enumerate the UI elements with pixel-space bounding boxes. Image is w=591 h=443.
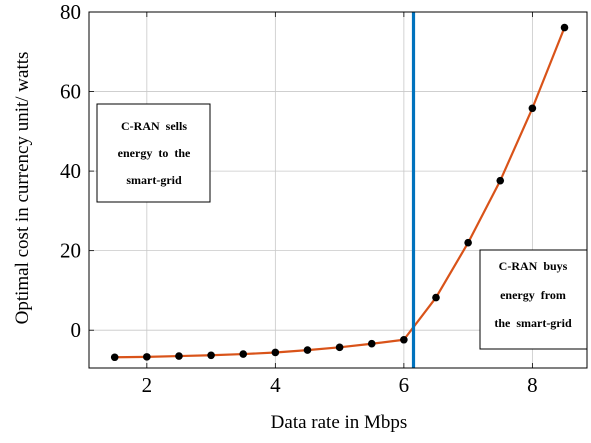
y-tick-label: 80 <box>60 0 81 24</box>
y-tick-label: 0 <box>71 318 82 342</box>
sell-note-line: C-RAN sells <box>121 119 187 133</box>
data-point <box>271 348 280 357</box>
y-axis-label: Optimal cost in currency unit/ watts <box>12 52 33 325</box>
y-tick-label: 40 <box>60 159 81 183</box>
x-tick-label: 8 <box>527 373 538 397</box>
y-tick-label: 20 <box>60 239 81 263</box>
data-point <box>400 335 408 344</box>
x-tick-label: 2 <box>142 373 153 397</box>
buy-note-line: the smart-grid <box>494 316 572 330</box>
sell-note-box <box>96 103 211 203</box>
data-point <box>175 352 183 360</box>
annotations: C-RAN sells energy to the smart-grid C-RAN … <box>96 103 588 350</box>
sell-note-line: smart-grid <box>126 173 182 187</box>
data-point <box>496 176 505 185</box>
data-point <box>239 350 248 358</box>
data-point <box>528 104 537 113</box>
data-point <box>560 23 569 32</box>
buy-note-line: energy from <box>500 288 566 302</box>
data-point <box>367 339 376 348</box>
data-point <box>303 346 312 354</box>
x-tick-label: 6 <box>399 373 410 397</box>
x-axis-label: Data rate in Mbps <box>271 412 408 433</box>
buy-note-line: C-RAN buys <box>499 259 568 273</box>
data-point <box>143 353 151 361</box>
data-point <box>464 238 472 247</box>
data-point <box>432 293 440 302</box>
plot-frame-layer <box>88 11 588 369</box>
x-tick-label: 4 <box>270 373 281 397</box>
y-tick-label: 60 <box>60 80 81 104</box>
data-point <box>335 343 344 352</box>
sell-note-line: energy to the <box>118 146 191 160</box>
data-point <box>110 353 119 362</box>
buy-note-box <box>479 249 588 350</box>
plot-frame <box>88 11 588 369</box>
data-point <box>207 351 215 360</box>
series-layer <box>110 23 569 362</box>
